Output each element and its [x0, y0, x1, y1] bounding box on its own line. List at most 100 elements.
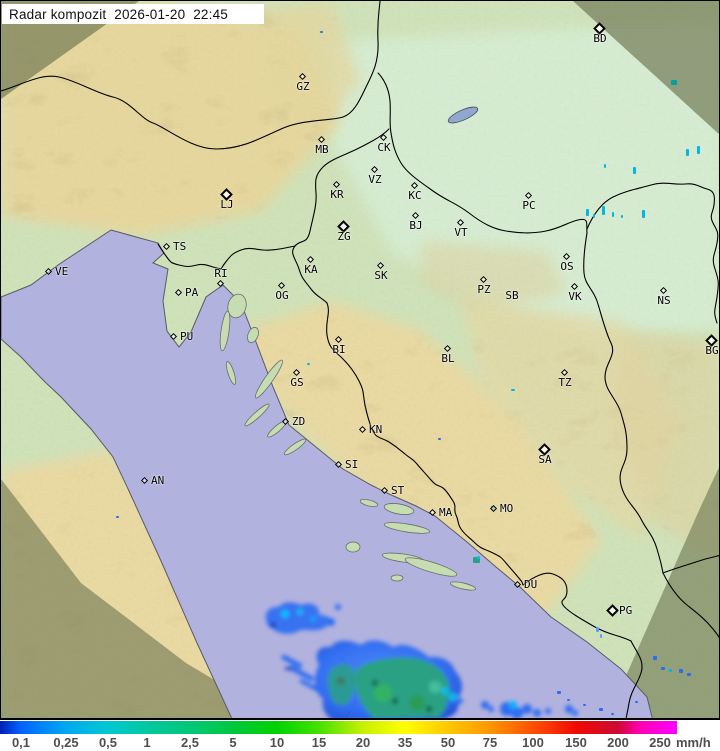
precipitation-echoes	[265, 602, 578, 718]
scale-tick-150: 150	[565, 735, 587, 750]
echo-speck	[596, 627, 599, 632]
echo-speck	[635, 701, 638, 703]
city-label-zd: ZD	[292, 415, 306, 428]
city-label-vk: VK	[568, 290, 582, 303]
country-borders	[1, 1, 719, 718]
echo-speck	[307, 363, 310, 365]
city-label-ts: TS	[173, 240, 187, 253]
city-label-sb: SB	[505, 289, 519, 302]
city-label-ri: RI	[214, 267, 228, 280]
echo-speck	[671, 80, 677, 85]
city-label-kn: KN	[369, 423, 383, 436]
adriatic-sea	[1, 229, 653, 718]
scale-tick-15: 15	[311, 735, 327, 750]
city-label-tz: TZ	[558, 376, 572, 389]
city-label-ns: NS	[657, 294, 671, 307]
city-label-bg: BG	[705, 344, 719, 357]
precipitation-core-teal	[355, 657, 450, 718]
radar-echo-specks	[116, 31, 700, 715]
echo-speck	[600, 634, 602, 638]
precipitation-blob-nw	[265, 602, 331, 634]
echo-speck	[611, 713, 614, 715]
echo-speck	[116, 516, 119, 518]
scale-tick-5: 5	[229, 735, 237, 750]
scale-tick-0_5: 0,5	[98, 735, 118, 750]
scale-tick-1: 1	[143, 735, 151, 750]
echo-speck	[599, 708, 603, 711]
city-label-mb: MB	[315, 143, 329, 156]
echo-speck	[477, 556, 480, 559]
city-label-bd: BD	[593, 32, 607, 45]
echo-speck	[653, 656, 657, 660]
intensity-unit-label: mm/h	[676, 735, 711, 750]
scale-tick-20: 20	[355, 735, 371, 750]
scale-tick-200: 200	[607, 735, 629, 750]
city-label-pz: PZ	[477, 283, 491, 296]
city-label-si: SI	[345, 458, 359, 471]
scale-tick-0_1: 0,1	[11, 735, 31, 750]
scale-tick-0_25: 0,25	[53, 735, 79, 750]
city-label-kr: KR	[330, 188, 344, 201]
echo-speck	[633, 167, 636, 174]
city-label-gs: GS	[290, 376, 304, 389]
city-label-lj: LJ	[220, 198, 234, 211]
city-label-an: AN	[151, 474, 165, 487]
city-label-pg: PG	[619, 604, 633, 617]
echo-speck	[438, 438, 441, 440]
city-label-sa: SA	[538, 453, 552, 466]
echo-speck	[604, 164, 606, 168]
city-label-pa: PA	[185, 286, 199, 299]
lake-balaton	[447, 106, 479, 124]
intensity-scale: 0,1 0,25 0,5 1 2,5 5 10 15 20 35 50 75 100 150 200 250 …	[0, 720, 720, 751]
city-label-mo: MO	[500, 502, 514, 515]
islands	[219, 293, 477, 591]
city-label-bl: BL	[441, 352, 455, 365]
echo-speck	[642, 210, 645, 218]
city-label-ma: MA	[439, 506, 453, 519]
city-label-pu: PU	[180, 330, 194, 343]
city-label-zg: ZG	[337, 230, 351, 243]
city-label-os: OS	[560, 260, 574, 273]
city-label-bi: BI	[332, 343, 346, 356]
city-label-pc: PC	[522, 199, 536, 212]
scale-tick-10: 10	[269, 735, 285, 750]
radar-map: VE TS AN LJ GZ MB CK VZ KR KC BJ VT PC BD ZG SK OS RI PA KA…	[0, 0, 720, 720]
echo-speck	[586, 209, 589, 216]
page-title: Radar kompozit 2026-01-20 22:45	[9, 6, 228, 22]
scale-tick-50: 50	[440, 735, 456, 750]
city-label-og: OG	[275, 289, 289, 302]
scale-tick-35: 35	[397, 735, 413, 750]
echo-speck	[621, 215, 623, 218]
city-label-bj: BJ	[409, 219, 423, 232]
echo-speck	[687, 673, 691, 676]
echo-speck	[557, 691, 561, 694]
city-label-kc: KC	[408, 189, 422, 202]
city-label-du: DU	[524, 578, 538, 591]
city-label-ve: VE	[55, 265, 69, 278]
city-label-gz: GZ	[296, 80, 310, 93]
precipitation-streaks	[280, 654, 319, 692]
title-box: Radar kompozit 2026-01-20 22:45	[2, 4, 264, 24]
city-label-st: ST	[391, 484, 405, 497]
echo-speck	[593, 214, 595, 218]
echo-speck	[679, 669, 683, 673]
scale-tick-100: 100	[522, 735, 544, 750]
echo-speck	[320, 31, 323, 33]
echo-speck	[511, 389, 515, 391]
map-graphics	[1, 1, 719, 718]
city-label-ka: KA	[304, 263, 318, 276]
echo-speck	[612, 212, 614, 217]
intensity-colorbar	[0, 721, 677, 734]
scale-tick-2_5: 2,5	[180, 735, 200, 750]
city-label-vz: VZ	[368, 173, 382, 186]
echo-speck	[661, 667, 665, 670]
city-label-sk: SK	[374, 269, 388, 282]
echo-speck	[669, 669, 672, 672]
scale-tick-75: 75	[482, 735, 498, 750]
city-label-ck: CK	[377, 141, 391, 154]
echo-speck	[697, 146, 700, 154]
echo-speck	[602, 206, 605, 215]
echo-speck	[583, 704, 586, 706]
echo-speck	[567, 699, 570, 701]
